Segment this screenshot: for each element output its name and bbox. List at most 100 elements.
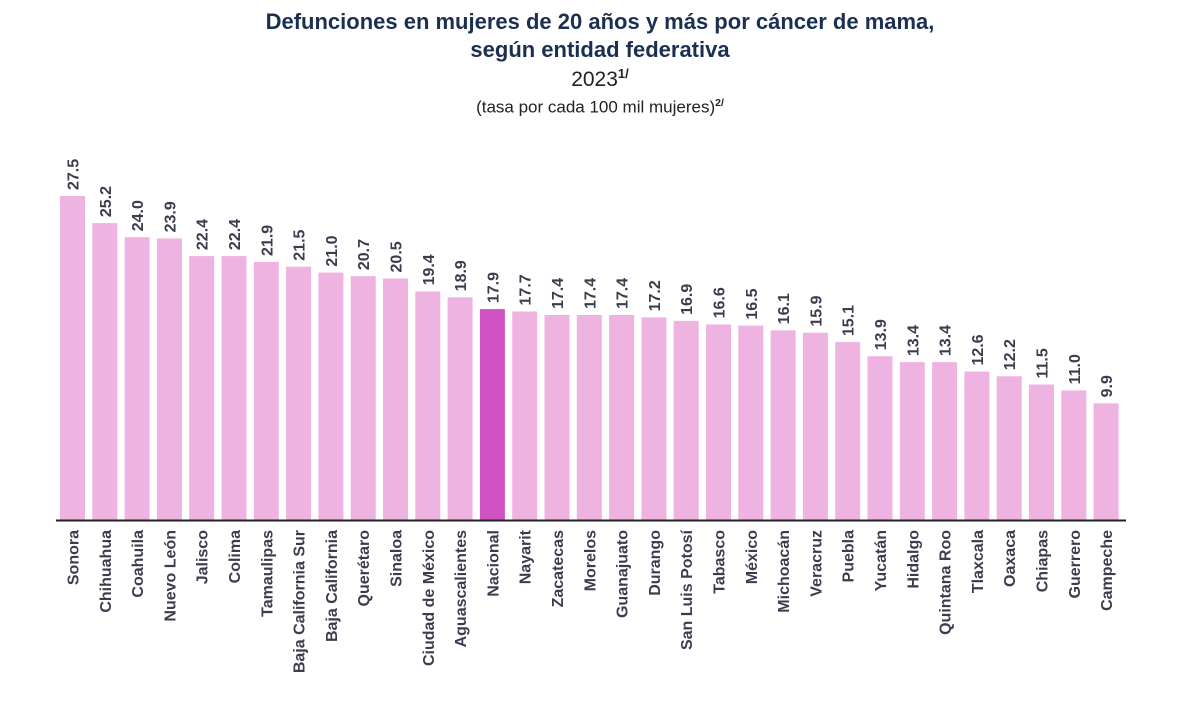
category-label: Baja California Sur xyxy=(292,530,309,673)
bar-puebla xyxy=(835,342,861,520)
bar-durango xyxy=(641,317,667,520)
bar-ciudad-de-méxico xyxy=(415,291,441,520)
bar-méxico xyxy=(738,325,764,520)
value-label: 15.1 xyxy=(841,305,858,336)
unit-footnote: 2/ xyxy=(715,97,724,109)
category-label: Morelos xyxy=(582,530,599,591)
category-label: Tlaxcala xyxy=(970,530,987,593)
category-label: Veracruz xyxy=(808,530,825,597)
bar-colima xyxy=(221,256,247,520)
value-label: 21.0 xyxy=(324,235,341,266)
value-label: 22.4 xyxy=(227,219,244,250)
bar-campeche xyxy=(1093,403,1119,520)
value-label: 21.5 xyxy=(292,229,309,260)
bar-michoacán xyxy=(770,330,796,520)
bar-oaxaca xyxy=(996,376,1022,520)
category-label: Coahuila xyxy=(130,530,147,598)
bar-nayarit xyxy=(512,311,538,520)
bar-yucatán xyxy=(867,356,893,520)
category-label: Hidalgo xyxy=(905,530,922,589)
value-label: 19.4 xyxy=(421,254,438,285)
category-label: Yucatán xyxy=(873,530,890,591)
bar-guerrero xyxy=(1061,390,1087,520)
value-label: 24.0 xyxy=(130,200,147,231)
category-label: Sinaloa xyxy=(389,530,406,587)
year-text: 2023 xyxy=(571,68,618,91)
bar-baja-california xyxy=(318,272,344,520)
chart-title-line-2: según entidad federativa xyxy=(470,37,730,62)
category-label: Michoacán xyxy=(776,530,793,613)
category-label: Nacional xyxy=(485,530,502,597)
bar-hidalgo xyxy=(899,362,925,520)
bar-guanajuato xyxy=(609,314,635,520)
value-label: 21.9 xyxy=(259,225,276,256)
chart-unit: (tasa por cada 100 mil mujeres)2/ xyxy=(0,97,1200,118)
bar-san-luis-potosí xyxy=(673,320,699,520)
bar-coahuila xyxy=(124,237,150,520)
bar-veracruz xyxy=(802,332,828,520)
value-label: 16.1 xyxy=(776,293,793,324)
category-label: Baja California xyxy=(324,530,341,642)
bar-morelos xyxy=(576,314,602,520)
category-label: Oaxaca xyxy=(1002,530,1019,587)
category-label: Durango xyxy=(647,530,664,596)
bar-baja-california-sur xyxy=(286,266,312,520)
category-label: Zacatecas xyxy=(550,530,567,607)
value-label: 16.6 xyxy=(712,287,729,318)
bar-tlaxcala xyxy=(964,371,990,520)
category-label: Puebla xyxy=(841,530,858,583)
category-label: Querétaro xyxy=(356,530,373,607)
value-label: 12.6 xyxy=(970,334,987,365)
value-label: 17.9 xyxy=(485,272,502,303)
category-label: Quintana Roo xyxy=(938,530,955,635)
value-label: 11.5 xyxy=(1035,348,1052,378)
chart-year: 20231/ xyxy=(0,66,1200,92)
bar-sonora xyxy=(60,196,85,520)
value-label: 17.2 xyxy=(647,280,664,311)
category-label: Campeche xyxy=(1099,530,1116,611)
value-label: 16.5 xyxy=(744,288,761,319)
category-label: Nuevo León xyxy=(162,530,179,622)
bar-tamaulipas xyxy=(253,261,279,520)
bar-tabasco xyxy=(706,324,731,520)
value-label: 9.9 xyxy=(1099,375,1116,397)
unit-text: (tasa por cada 100 mil mujeres) xyxy=(476,97,716,117)
bar-chiapas xyxy=(1029,384,1054,520)
bar-quintana-roo xyxy=(932,362,958,520)
chart-title-line-1: Defunciones en mujeres de 20 años y más … xyxy=(265,9,935,34)
value-label: 20.7 xyxy=(356,239,373,270)
category-label: San Luis Potosí xyxy=(679,529,696,650)
bar-nuevo-león xyxy=(156,238,182,520)
category-label: Jalisco xyxy=(195,530,212,584)
bar-aguascalientes xyxy=(447,297,473,520)
value-label: 17.4 xyxy=(615,278,632,309)
value-label: 17.4 xyxy=(550,278,567,309)
category-label: Sonora xyxy=(66,530,83,585)
category-label: Colima xyxy=(227,530,244,583)
category-label: México xyxy=(744,530,761,584)
value-label: 17.4 xyxy=(582,278,599,309)
bar-jalisco xyxy=(189,256,215,520)
value-label: 18.9 xyxy=(453,260,470,291)
value-label: 25.2 xyxy=(98,186,115,217)
category-label: Aguascalientes xyxy=(453,530,470,647)
category-label: Guanajuato xyxy=(615,530,632,618)
value-label: 22.4 xyxy=(195,219,212,250)
category-label: Tabasco xyxy=(712,530,729,594)
category-label: Guerrero xyxy=(1067,530,1084,599)
value-label: 15.9 xyxy=(808,295,825,326)
value-label: 27.5 xyxy=(66,159,83,190)
value-label: 20.5 xyxy=(389,241,406,272)
value-label: 13.4 xyxy=(905,325,922,356)
bar-sinaloa xyxy=(383,278,408,520)
value-label: 11.0 xyxy=(1067,354,1084,384)
value-label: 23.9 xyxy=(162,201,179,232)
category-label: Tamaulipas xyxy=(259,530,276,617)
value-label: 13.4 xyxy=(938,325,955,356)
category-label: Chiapas xyxy=(1035,530,1052,592)
value-label: 16.9 xyxy=(679,284,696,315)
bar-nacional xyxy=(479,309,505,520)
value-label: 12.2 xyxy=(1002,339,1019,370)
value-label: 17.7 xyxy=(518,274,535,305)
